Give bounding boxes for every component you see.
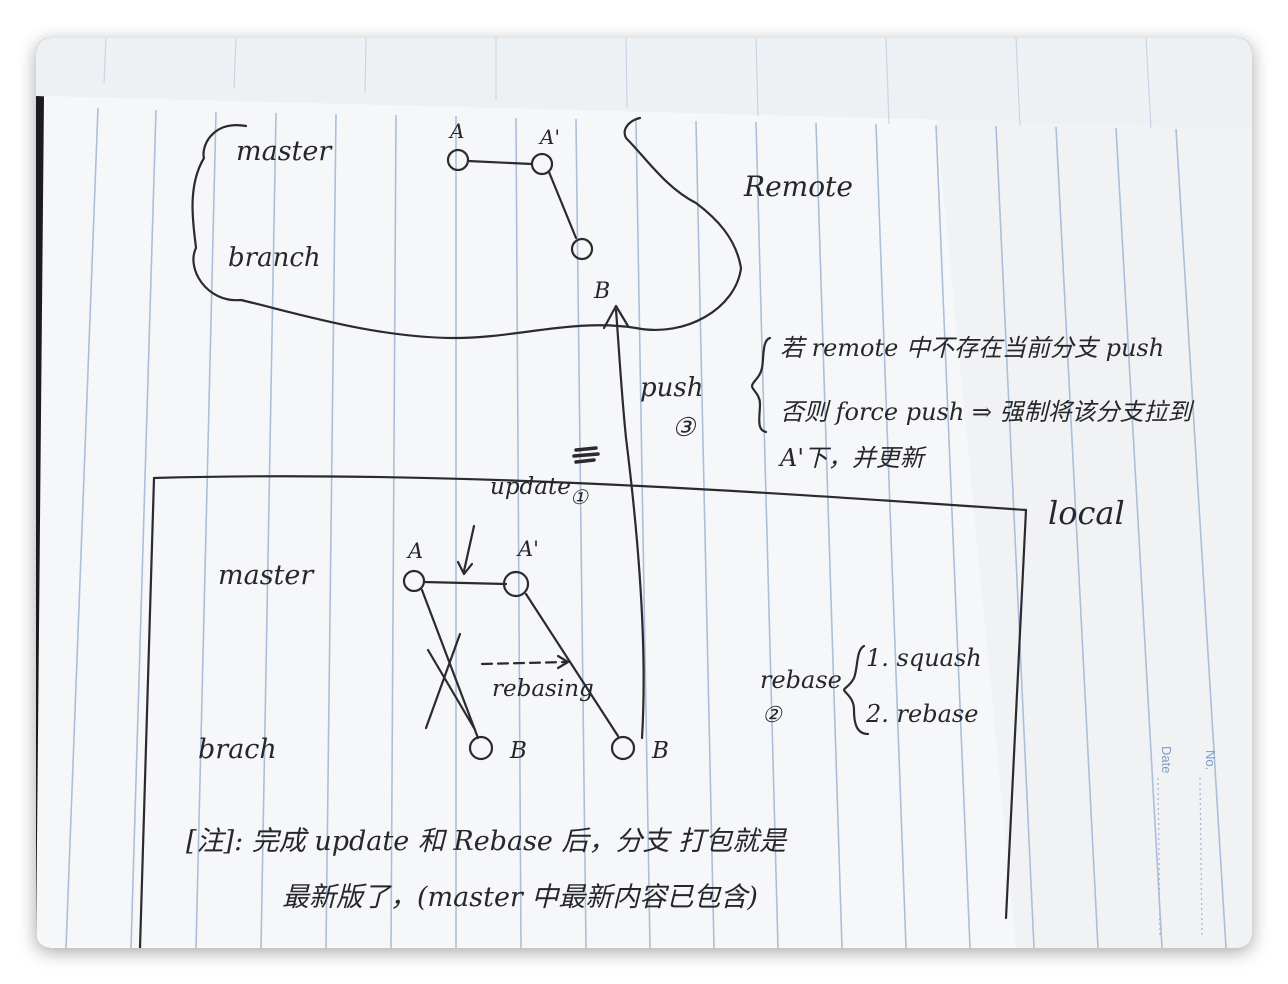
remote-branch-label: branch	[228, 243, 321, 273]
local-region-label: local	[1048, 494, 1125, 532]
ruled-lines	[65, 107, 1227, 948]
remote-node-a-prime: A'	[538, 125, 560, 149]
notebook-photo: master branch A A' B Remote push ③ 若 rem…	[36, 38, 1252, 948]
notebook-page: master branch A A' B Remote push ③ 若 rem…	[36, 38, 1252, 948]
local-node-b-old: B	[509, 738, 527, 764]
remote-master-label: master	[236, 136, 333, 167]
push-step: ③	[672, 413, 697, 443]
ink-drawing	[138, 116, 1028, 948]
remote-section: master branch A A' B Remote	[228, 119, 853, 304]
local-node-a: A	[406, 539, 423, 563]
push-label: push	[640, 373, 703, 403]
push-note-line1: 若 remote 中不存在当前分支 push	[780, 334, 1164, 362]
notebook-margin-print: No. Date	[1157, 746, 1218, 939]
rebase-label: rebase	[760, 666, 842, 694]
local-master-label: master	[218, 560, 315, 591]
local-node-b-new: B	[651, 738, 669, 764]
local-section: local update ① master brach A A' B B reb…	[198, 474, 1125, 765]
note-line2: 最新版了，(master 中最新内容已包含)	[282, 882, 758, 913]
push-note-line2: 否则 force push ⇒ 强制将该分支拉到	[780, 398, 1195, 426]
push-note-line3: A'下，并更新	[778, 444, 927, 472]
note-line1: [注]: 完成 update 和 Rebase 后，分支 打包就是	[186, 826, 788, 857]
rebase-option-squash: 1. squash	[866, 644, 982, 672]
notebook-date-label: Date	[1159, 746, 1174, 773]
notebook-no-label: No.	[1203, 750, 1218, 770]
rebasing-label: rebasing	[492, 676, 594, 702]
local-node-a-prime: A'	[516, 537, 539, 561]
rebase-step: ②	[762, 703, 783, 728]
footnote: [注]: 完成 update 和 Rebase 后，分支 打包就是 最新版了，(…	[186, 826, 788, 913]
remote-node-a: A	[448, 119, 464, 143]
update-step: ①	[570, 485, 589, 509]
push-section: push ③ 若 remote 中不存在当前分支 push 否则 force p…	[640, 334, 1195, 472]
local-branch-label: brach	[198, 734, 277, 765]
remote-node-b: B	[593, 279, 610, 304]
update-label: update	[490, 474, 571, 500]
remote-region-label: Remote	[743, 170, 853, 203]
rebase-option-rebase: 2. rebase	[865, 700, 978, 728]
